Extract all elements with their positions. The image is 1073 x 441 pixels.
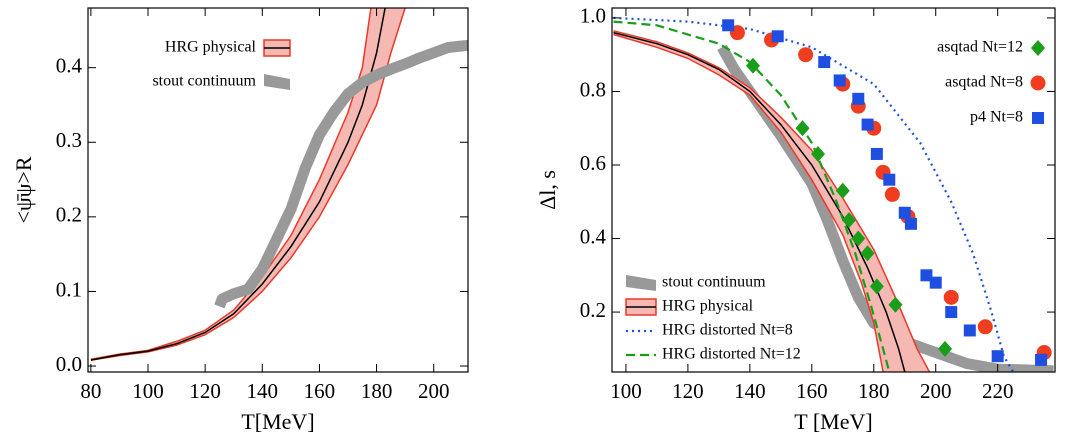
marker [943, 289, 959, 305]
line [90, 8, 386, 361]
plot-area [613, 16, 1054, 372]
error-band [613, 30, 930, 372]
legend-label: p4 Nt=8 [970, 109, 1023, 126]
legend-label: HRG distorted Nt=12 [662, 346, 801, 363]
y-tick-label: 0.2 [56, 203, 82, 227]
marker [898, 206, 911, 219]
x-axis-label: T[MeV] [241, 409, 314, 434]
x-tick-label: 140 [247, 379, 279, 403]
marker [851, 230, 866, 247]
marker [920, 269, 933, 282]
marker [963, 324, 976, 337]
marker [945, 306, 958, 319]
line [613, 16, 1015, 372]
x-tick-label: 120 [189, 379, 221, 403]
x-tick-label: 200 [920, 379, 952, 403]
x-tick-label: 220 [982, 379, 1014, 403]
legend-swatch [626, 275, 656, 291]
y-tick-label: 0.0 [56, 352, 82, 376]
plot-frame [87, 7, 469, 373]
y-tick-label: 0.3 [56, 128, 82, 152]
legend: HRG physical stout continuum [152, 39, 291, 90]
marker [745, 57, 760, 74]
band-edge [90, 8, 406, 361]
x-axis-label: T [MeV] [794, 409, 872, 434]
marker [860, 245, 875, 262]
marker [798, 47, 814, 63]
marker [883, 173, 896, 186]
legend-label: HRG distorted Nt=8 [662, 322, 793, 339]
x-tick-label: 180 [361, 379, 393, 403]
legend-swatch [264, 74, 290, 90]
y-tick-label: 0.1 [56, 277, 82, 301]
marker [991, 350, 1004, 363]
marker [1031, 40, 1045, 56]
legend-label: HRG physical [662, 298, 754, 315]
x-tick-label: 140 [734, 379, 766, 403]
marker [869, 278, 884, 295]
y-axis-label: Δl, s [535, 170, 560, 210]
x-tick-label: 80 [80, 379, 101, 403]
band-edge [613, 33, 884, 372]
marker [938, 340, 953, 357]
legend-label: asqtad Nt=12 [937, 39, 1023, 56]
marker [1035, 353, 1048, 366]
x-tick-label: 180 [858, 379, 890, 403]
y-tick-label: 0.4 [580, 224, 607, 248]
x-tick-label: 160 [796, 379, 828, 403]
marker [904, 217, 917, 230]
band-edge [613, 30, 931, 372]
y-tick-label: 0.4 [56, 53, 83, 77]
y-tick-label: 0.8 [580, 77, 606, 101]
marker [722, 19, 735, 32]
y-tick-label: 0.6 [580, 151, 606, 175]
marker [852, 92, 865, 105]
legend-label: HRG physical [165, 39, 257, 56]
marker [977, 319, 993, 335]
marker [818, 56, 831, 69]
error-band [90, 8, 406, 361]
legend: asqtad Nt=12 asqtad Nt=8 p4 Nt=8 [937, 39, 1046, 126]
plot-area [90, 8, 468, 361]
marker [835, 182, 850, 199]
line [613, 20, 891, 372]
marker [841, 212, 856, 229]
marker [1030, 75, 1046, 91]
y-axis-label: <ψ̄ψ>R [11, 156, 36, 223]
thick-line [214, 39, 468, 309]
legend-label: stout continuum [152, 73, 256, 90]
marker [870, 147, 883, 160]
marker [929, 276, 942, 289]
marker [884, 186, 900, 202]
legend-label: asqtad Nt=8 [945, 74, 1023, 91]
legend: stout continuum HRG physical HRG distorted… [625, 274, 801, 363]
marker [811, 145, 826, 162]
line [613, 31, 906, 372]
marker [833, 74, 846, 87]
marker [771, 30, 784, 43]
marker [888, 296, 903, 313]
legend-label: stout continuum [662, 274, 766, 291]
marker [795, 120, 810, 137]
x-tick-label: 120 [672, 379, 704, 403]
marker [861, 118, 874, 131]
x-tick-label: 160 [304, 379, 336, 403]
x-tick-label: 100 [132, 379, 164, 403]
marker [1032, 112, 1044, 124]
x-tick-label: 200 [418, 379, 450, 403]
plot-frame [611, 7, 1056, 373]
y-tick-label: 1.0 [580, 4, 606, 28]
x-tick-label: 100 [610, 379, 642, 403]
y-tick-label: 0.2 [580, 298, 606, 322]
